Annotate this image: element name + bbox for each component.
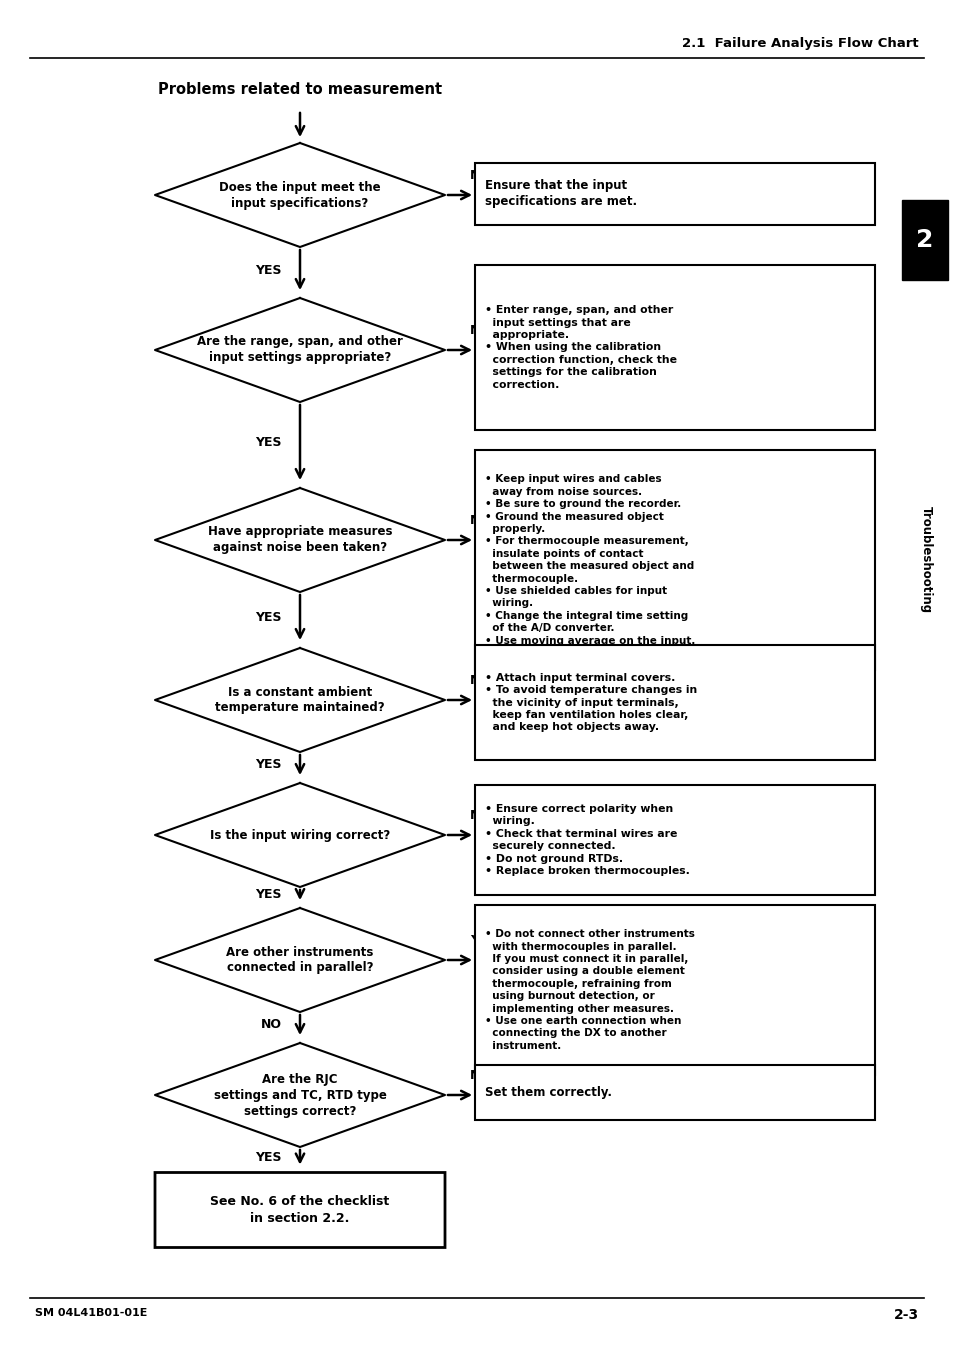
Text: Are the range, span, and other
input settings appropriate?: Are the range, span, and other input set… (197, 336, 402, 364)
Text: NO: NO (470, 324, 491, 338)
Text: NO: NO (261, 1018, 282, 1031)
Text: SM 04L41B01-01E: SM 04L41B01-01E (35, 1308, 147, 1318)
Bar (901, 200, 947, 279)
Text: Troubleshooting: Troubleshooting (919, 506, 931, 613)
Text: YES: YES (255, 436, 282, 450)
Text: • Enter range, span, and other
  input settings that are
  appropriate.
• When u: • Enter range, span, and other input set… (484, 305, 677, 390)
FancyBboxPatch shape (475, 163, 874, 225)
Text: Problems related to measurement: Problems related to measurement (158, 82, 441, 97)
Polygon shape (154, 298, 444, 402)
Text: 2: 2 (915, 228, 933, 252)
Text: See No. 6 of the checklist
in section 2.2.: See No. 6 of the checklist in section 2.… (211, 1195, 389, 1224)
Polygon shape (154, 648, 444, 752)
Text: Is the input wiring correct?: Is the input wiring correct? (210, 829, 390, 841)
Text: Have appropriate measures
against noise been taken?: Have appropriate measures against noise … (208, 525, 392, 555)
FancyBboxPatch shape (475, 450, 874, 670)
Polygon shape (154, 143, 444, 247)
Text: NO: NO (470, 674, 491, 687)
Text: • Attach input terminal covers.
• To avoid temperature changes in
  the vicinity: • Attach input terminal covers. • To avo… (484, 672, 697, 732)
FancyBboxPatch shape (475, 1065, 874, 1120)
Text: YES: YES (255, 263, 282, 277)
Polygon shape (154, 1044, 444, 1148)
Text: Are other instruments
connected in parallel?: Are other instruments connected in paral… (226, 945, 374, 975)
Text: YES: YES (255, 759, 282, 771)
Text: Is a constant ambient
temperature maintained?: Is a constant ambient temperature mainta… (215, 686, 384, 714)
Text: YES: YES (470, 934, 496, 946)
Text: YES: YES (255, 888, 282, 902)
Polygon shape (154, 909, 444, 1012)
Text: Does the input meet the
input specifications?: Does the input meet the input specificat… (219, 181, 380, 209)
FancyBboxPatch shape (154, 1173, 444, 1247)
Polygon shape (154, 783, 444, 887)
Text: Ensure that the input
specifications are met.: Ensure that the input specifications are… (484, 180, 637, 208)
Text: NO: NO (470, 809, 491, 822)
Text: • Do not connect other instruments
  with thermocouples in parallel.
  If you mu: • Do not connect other instruments with … (484, 929, 694, 1050)
Text: NO: NO (470, 169, 491, 182)
Text: YES: YES (255, 612, 282, 624)
Text: • Keep input wires and cables
  away from noise sources.
• Be sure to ground the: • Keep input wires and cables away from … (484, 474, 695, 645)
Polygon shape (154, 487, 444, 593)
Text: YES: YES (255, 1150, 282, 1164)
FancyBboxPatch shape (475, 904, 874, 1075)
Text: NO: NO (470, 1069, 491, 1081)
FancyBboxPatch shape (475, 645, 874, 760)
Text: Are the RJC
settings and TC, RTD type
settings correct?: Are the RJC settings and TC, RTD type se… (213, 1072, 386, 1118)
Text: 2-3: 2-3 (893, 1308, 918, 1322)
Text: 2.1  Failure Analysis Flow Chart: 2.1 Failure Analysis Flow Chart (681, 36, 918, 50)
FancyBboxPatch shape (475, 784, 874, 895)
Text: NO: NO (470, 514, 491, 526)
Text: • Ensure correct polarity when
  wiring.
• Check that terminal wires are
  secur: • Ensure correct polarity when wiring. •… (484, 805, 689, 876)
Text: Set them correctly.: Set them correctly. (484, 1085, 612, 1099)
FancyBboxPatch shape (475, 265, 874, 431)
